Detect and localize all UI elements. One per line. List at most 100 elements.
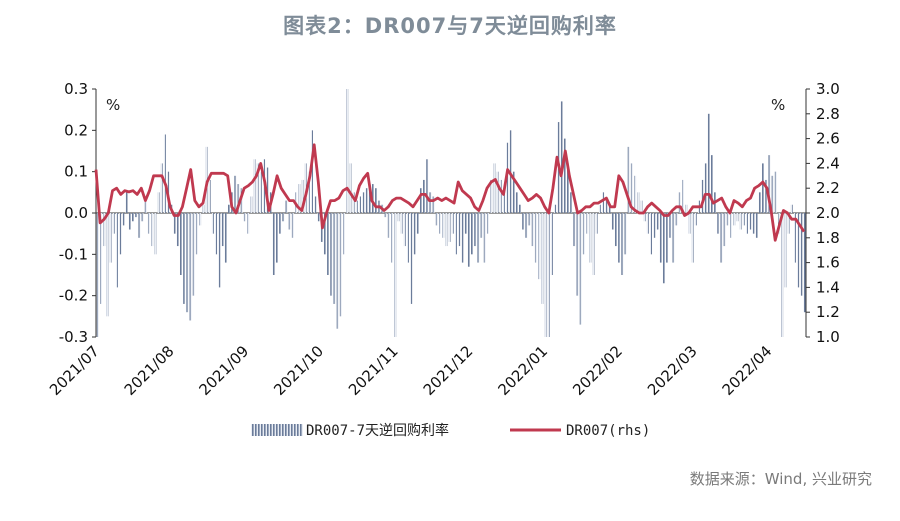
bar [109,213,112,263]
bar [272,213,275,275]
x-tick-label: 2022/02 [569,342,626,399]
right-tick-label: 2.6 [816,130,840,148]
bar [314,196,317,213]
bar [560,101,563,213]
bar [627,146,630,213]
bar [176,213,179,247]
bar [359,196,361,213]
bar [474,213,477,247]
bar [659,213,662,263]
bar [173,213,176,234]
bar [742,213,745,226]
bar [534,213,537,263]
bar [547,213,550,337]
bar [480,213,483,238]
bar [307,171,310,213]
bar [416,213,419,234]
bar [765,179,768,213]
legend-bar-swatch [251,424,303,436]
x-tick-label: 2021/12 [420,342,477,399]
bar [151,213,154,247]
x-tick-label: 2022/03 [644,342,701,399]
bar [768,155,771,213]
left-tick-label: 0.1 [64,163,88,181]
bar [614,213,617,247]
bar [355,200,358,213]
bar [240,188,243,213]
bar [787,213,790,234]
bar [394,213,397,337]
right-tick-label: 3.0 [816,80,840,98]
right-axis-unit: % [771,96,785,114]
bar [439,213,441,234]
bar [423,179,425,213]
bar [720,213,723,263]
left-tick-label: 0.3 [64,80,88,98]
right-tick-label: 2.2 [816,179,840,197]
x-tick-label: 2021/11 [345,342,402,399]
bar [419,188,422,213]
bar [317,213,320,222]
bar [512,171,515,213]
bar [784,213,787,288]
bar [384,213,387,218]
bar [531,213,534,247]
bar [790,204,793,213]
bar [403,213,406,247]
bar [518,204,521,213]
right-tick-label: 1.4 [816,278,840,296]
bar [694,213,697,226]
bar [528,213,531,226]
bar [131,213,134,222]
bar [541,213,544,304]
bar [135,213,138,218]
bar [346,89,349,213]
bar [736,213,739,222]
bar [493,163,496,213]
bar [106,213,109,317]
bar [570,192,573,213]
bar [179,213,182,275]
bar [400,213,403,234]
bar [678,192,681,213]
x-tick-label: 2022/01 [494,342,551,399]
bar [733,213,736,226]
bar [499,179,502,213]
bar [643,213,646,222]
chart-title: 图表2：DR007与7天逆回购利率 [283,14,617,38]
x-tick-label: 2021/09 [196,342,253,399]
right-tick-label: 2.4 [816,154,840,172]
bar [195,213,198,255]
bar [362,192,365,213]
bar [189,213,192,321]
right-tick-label: 1.6 [816,254,840,272]
left-tick-label: 0.2 [64,121,88,139]
bar [723,213,726,247]
bar [746,213,748,234]
bar [154,213,157,255]
right-tick-label: 1.8 [816,229,840,247]
bar [339,213,342,317]
bar [781,213,784,337]
bar [589,213,592,263]
bar [752,213,755,234]
bar [298,184,301,213]
bar [762,163,764,213]
bar [160,163,163,213]
bar [202,204,205,213]
bar [608,204,611,213]
x-tick-label: 2021/08 [121,342,178,399]
legend-line-label: DR007(rhs) [566,423,650,439]
bar [253,159,256,213]
bar [128,213,131,230]
bar [413,213,416,255]
bar [470,213,473,255]
bar [397,213,400,222]
left-axis-unit: % [106,96,120,114]
bar [407,213,409,263]
bar [467,213,470,267]
bar [461,213,464,263]
bar [336,213,339,329]
bar [669,213,672,238]
